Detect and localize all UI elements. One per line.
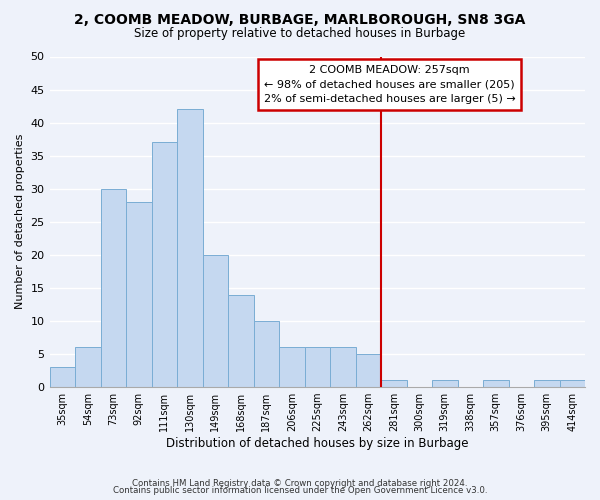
Bar bbox=[228, 294, 254, 387]
Bar bbox=[254, 321, 279, 387]
Bar bbox=[152, 142, 177, 387]
Bar bbox=[381, 380, 407, 387]
Bar bbox=[177, 110, 203, 387]
Text: 2 COOMB MEADOW: 257sqm
← 98% of detached houses are smaller (205)
2% of semi-det: 2 COOMB MEADOW: 257sqm ← 98% of detached… bbox=[263, 65, 515, 104]
Bar bbox=[203, 255, 228, 387]
X-axis label: Distribution of detached houses by size in Burbage: Distribution of detached houses by size … bbox=[166, 437, 469, 450]
Bar bbox=[305, 348, 330, 387]
Bar bbox=[101, 188, 126, 387]
Bar bbox=[534, 380, 560, 387]
Bar bbox=[279, 348, 305, 387]
Bar bbox=[330, 348, 356, 387]
Text: 2, COOMB MEADOW, BURBAGE, MARLBOROUGH, SN8 3GA: 2, COOMB MEADOW, BURBAGE, MARLBOROUGH, S… bbox=[74, 12, 526, 26]
Y-axis label: Number of detached properties: Number of detached properties bbox=[15, 134, 25, 310]
Text: Size of property relative to detached houses in Burbage: Size of property relative to detached ho… bbox=[134, 28, 466, 40]
Bar bbox=[50, 367, 75, 387]
Bar bbox=[432, 380, 458, 387]
Text: Contains HM Land Registry data © Crown copyright and database right 2024.: Contains HM Land Registry data © Crown c… bbox=[132, 478, 468, 488]
Bar bbox=[126, 202, 152, 387]
Bar bbox=[356, 354, 381, 387]
Bar bbox=[75, 348, 101, 387]
Bar bbox=[560, 380, 585, 387]
Bar bbox=[483, 380, 509, 387]
Text: Contains public sector information licensed under the Open Government Licence v3: Contains public sector information licen… bbox=[113, 486, 487, 495]
